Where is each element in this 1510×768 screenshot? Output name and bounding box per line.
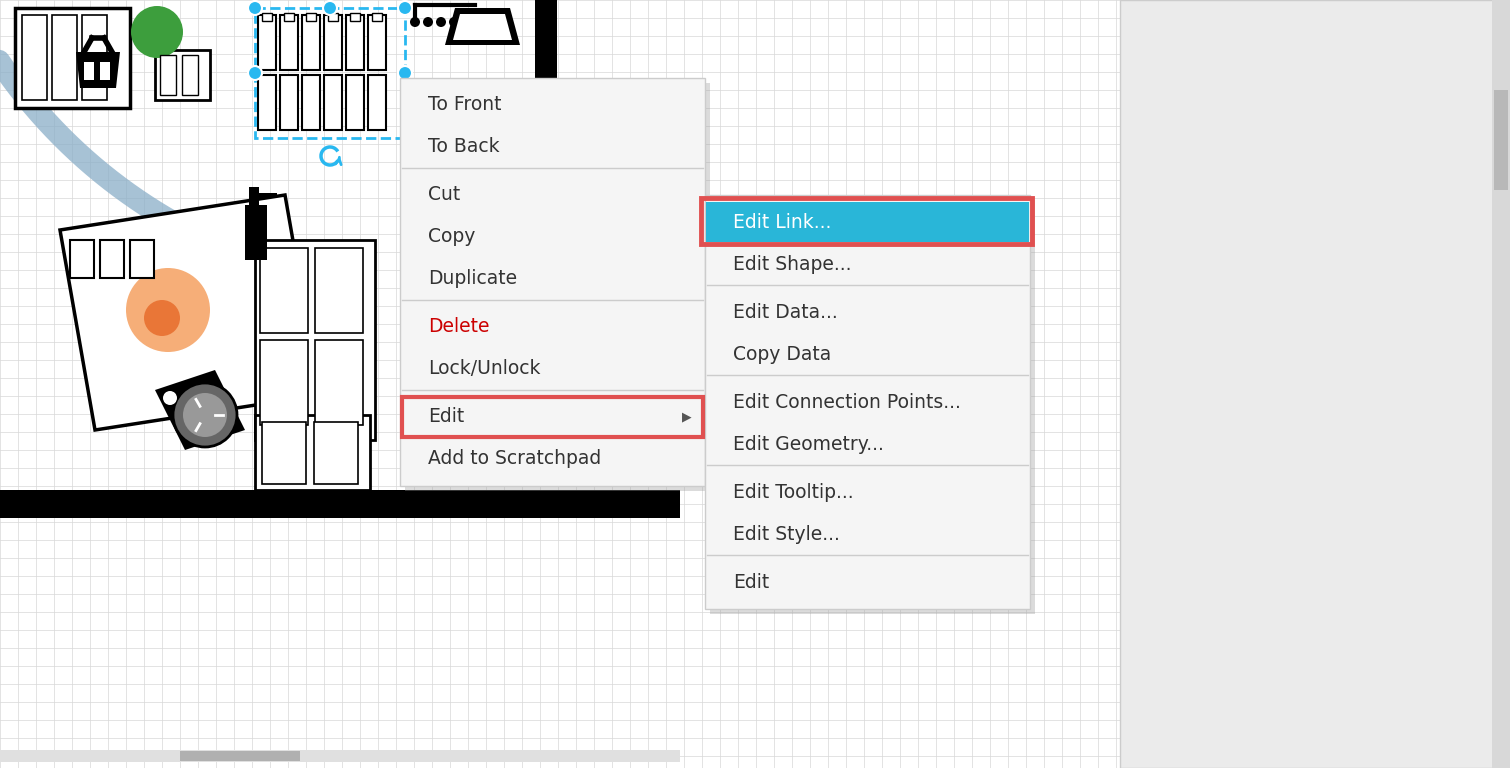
Bar	[245, 205, 267, 260]
Bar	[328, 13, 338, 21]
Bar	[260, 193, 276, 198]
Bar	[284, 13, 294, 21]
Bar	[183, 55, 198, 95]
Text: Edit Shape...: Edit Shape...	[732, 254, 852, 273]
Bar	[279, 75, 297, 130]
Bar	[255, 240, 374, 440]
Bar	[346, 75, 364, 130]
Bar	[160, 55, 177, 95]
Circle shape	[143, 300, 180, 336]
Bar	[302, 75, 320, 130]
Bar	[263, 13, 272, 21]
Bar	[705, 195, 1030, 609]
Bar	[260, 340, 308, 425]
Bar	[69, 240, 94, 278]
Circle shape	[399, 1, 412, 15]
Bar	[710, 200, 1034, 614]
Text: Copy Data: Copy Data	[732, 345, 831, 363]
Circle shape	[125, 268, 210, 352]
Text: Edit: Edit	[732, 572, 769, 591]
Bar	[255, 8, 405, 138]
Bar	[316, 340, 362, 425]
Bar	[263, 422, 307, 484]
Bar	[255, 415, 370, 490]
Bar	[180, 751, 300, 761]
Bar	[0, 750, 680, 762]
Bar	[1493, 90, 1508, 190]
Bar	[100, 62, 110, 80]
Bar	[325, 15, 341, 70]
Text: Edit Geometry...: Edit Geometry...	[732, 435, 883, 453]
Bar	[314, 422, 358, 484]
Text: To Back: To Back	[427, 137, 500, 157]
Text: Copy: Copy	[427, 227, 476, 247]
Bar	[368, 15, 387, 70]
Circle shape	[163, 391, 177, 405]
Circle shape	[462, 17, 473, 27]
Polygon shape	[76, 52, 119, 88]
Bar	[368, 75, 387, 130]
Bar	[350, 13, 359, 21]
Bar	[258, 15, 276, 70]
Circle shape	[248, 1, 263, 15]
Text: Edit Tooltip...: Edit Tooltip...	[732, 482, 853, 502]
Bar	[325, 75, 341, 130]
Bar	[249, 187, 260, 209]
Bar	[279, 15, 297, 70]
Circle shape	[183, 393, 226, 437]
Bar	[130, 240, 154, 278]
Polygon shape	[453, 14, 512, 40]
Bar	[15, 8, 130, 108]
Text: Edit Data...: Edit Data...	[732, 303, 838, 322]
Bar	[346, 15, 364, 70]
Text: Delete: Delete	[427, 317, 489, 336]
Circle shape	[448, 17, 459, 27]
Text: To Front: To Front	[427, 95, 501, 114]
Polygon shape	[60, 195, 320, 430]
Text: Add to Scratchpad: Add to Scratchpad	[427, 449, 601, 468]
Bar	[51, 15, 77, 100]
Circle shape	[323, 1, 337, 15]
Circle shape	[174, 383, 237, 447]
Bar	[0, 0, 1120, 768]
Polygon shape	[156, 370, 245, 450]
Bar	[260, 248, 308, 333]
Bar	[402, 397, 704, 437]
Text: Cut: Cut	[427, 186, 461, 204]
Circle shape	[436, 17, 445, 27]
Circle shape	[423, 17, 433, 27]
Text: Edit Link...: Edit Link...	[732, 213, 832, 231]
Text: Edit Style...: Edit Style...	[732, 525, 840, 544]
Bar	[100, 240, 124, 278]
Bar	[1120, 0, 1510, 768]
Circle shape	[411, 17, 420, 27]
Circle shape	[399, 66, 412, 80]
Bar	[371, 13, 382, 21]
Text: Edit Connection Points...: Edit Connection Points...	[732, 392, 960, 412]
Text: Lock/Unlock: Lock/Unlock	[427, 359, 541, 379]
Bar	[316, 248, 362, 333]
Bar	[405, 83, 710, 491]
Bar	[535, 0, 557, 210]
Bar	[23, 15, 47, 100]
Bar	[258, 75, 276, 130]
Bar	[302, 15, 320, 70]
Circle shape	[248, 66, 263, 80]
Circle shape	[131, 6, 183, 58]
Bar	[707, 202, 1028, 242]
Bar	[701, 198, 1031, 244]
Polygon shape	[445, 8, 519, 45]
Bar	[307, 13, 316, 21]
Bar	[0, 490, 680, 518]
Text: ▶: ▶	[683, 411, 692, 423]
Text: Duplicate: Duplicate	[427, 270, 516, 289]
Bar	[156, 50, 210, 100]
Bar	[82, 15, 107, 100]
Bar	[400, 78, 705, 486]
Bar	[85, 62, 94, 80]
Bar	[1492, 0, 1510, 768]
Text: Edit: Edit	[427, 408, 464, 426]
